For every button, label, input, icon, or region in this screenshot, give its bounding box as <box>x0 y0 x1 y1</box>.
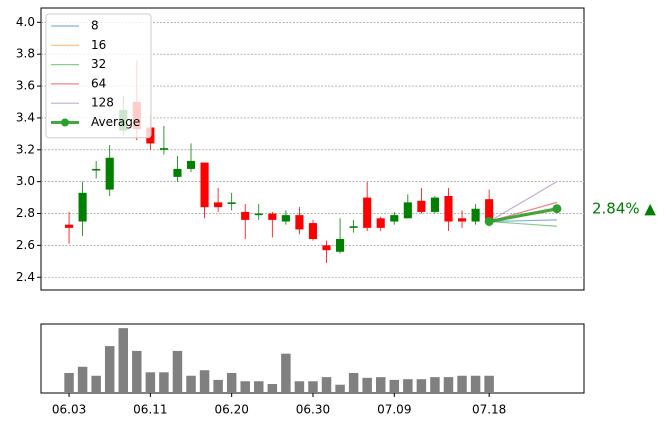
candle-body <box>241 211 250 220</box>
average-line <box>488 207 558 223</box>
change-annotation: 2.84% ▲ <box>592 200 656 218</box>
average-marker <box>552 204 562 214</box>
volume-bar <box>362 377 372 393</box>
candle-body <box>64 224 74 228</box>
volume-bar <box>118 328 128 393</box>
candle-body <box>214 202 223 208</box>
volume-bar <box>389 379 400 393</box>
volume-bar <box>308 381 318 393</box>
volume-bar <box>267 384 278 393</box>
candle-body <box>390 215 399 222</box>
volume-bar <box>91 375 101 393</box>
volume-bar <box>104 346 115 393</box>
volume-bar <box>294 381 305 393</box>
volume-bar <box>457 375 467 393</box>
volume-bar <box>470 375 481 393</box>
volume-bar <box>403 379 413 393</box>
volume-bar <box>213 379 223 393</box>
volume-bar <box>443 377 454 393</box>
x-tick-label: 06.20 <box>214 403 248 417</box>
candle-body <box>78 192 87 222</box>
volume-bar <box>254 381 264 393</box>
candle-body <box>444 196 453 222</box>
volume-bar <box>132 350 142 393</box>
candle-body <box>376 218 385 228</box>
candle-body <box>268 213 277 220</box>
volume-bar <box>145 372 156 393</box>
legend-label: 64 <box>91 76 106 90</box>
legend-label: 32 <box>91 57 106 71</box>
volume-bar <box>281 353 291 393</box>
forecast-line <box>488 181 558 223</box>
volume-bar <box>186 375 196 393</box>
y-tick-label: 2.6 <box>16 238 35 252</box>
candle-body <box>186 160 196 169</box>
legend-label: 16 <box>91 38 106 52</box>
legend-label: Average <box>91 115 140 129</box>
x-tick-label: 07.18 <box>472 403 506 417</box>
forecast-line <box>489 220 557 227</box>
x-tick-label: 07.09 <box>377 403 411 417</box>
candle-body <box>295 215 304 230</box>
candle-body <box>403 202 412 219</box>
candle-body <box>173 168 182 177</box>
y-tick-label: 3.4 <box>16 110 35 124</box>
volume-bar <box>375 377 386 393</box>
legend-marker <box>61 118 69 127</box>
candle-body <box>105 157 114 190</box>
candle-body <box>336 239 345 252</box>
volume-bar <box>416 379 427 393</box>
candle-body <box>308 223 318 240</box>
volume-bar <box>172 350 183 393</box>
candle-body <box>254 213 263 216</box>
forecast-line <box>489 219 557 223</box>
candle-body <box>417 200 426 212</box>
legend-label: 128 <box>91 96 114 110</box>
volume-bar <box>335 384 345 393</box>
candle-body <box>363 197 372 228</box>
y-tick-label: 4.0 <box>16 15 35 29</box>
candle-body <box>322 245 331 251</box>
volume-bar <box>64 372 74 393</box>
y-tick-label: 3.8 <box>16 47 35 61</box>
y-tick-label: 2.8 <box>16 206 35 220</box>
x-tick-label: 06.03 <box>52 403 86 417</box>
volume-bar <box>484 375 494 393</box>
candle-body <box>349 226 358 228</box>
volume-bar <box>199 370 210 393</box>
y-tick-label: 3.6 <box>16 79 35 93</box>
candle-body <box>485 199 494 222</box>
volume-bar <box>77 366 88 393</box>
candle-body <box>430 197 440 212</box>
volume-bar <box>240 381 250 393</box>
candle-body <box>281 215 290 222</box>
candle-body <box>227 202 236 204</box>
candle-body <box>200 162 209 208</box>
volume-bar <box>226 372 237 393</box>
x-tick-label: 06.11 <box>133 403 167 417</box>
volume-bar <box>321 377 332 393</box>
volume-bar <box>348 372 359 393</box>
legend-label: 8 <box>91 19 99 33</box>
candle-body <box>159 148 168 150</box>
main-frame <box>40 7 585 291</box>
candle-body <box>471 208 480 222</box>
x-tick-label: 06.30 <box>296 403 330 417</box>
candle-body <box>457 218 467 222</box>
y-tick-label: 3.0 <box>16 174 35 188</box>
candle-body <box>92 168 101 171</box>
average-marker <box>484 216 494 226</box>
y-tick-label: 3.2 <box>16 142 35 156</box>
volume-bar <box>430 377 440 393</box>
y-tick-label: 2.4 <box>16 270 35 284</box>
volume-bar <box>159 372 169 393</box>
